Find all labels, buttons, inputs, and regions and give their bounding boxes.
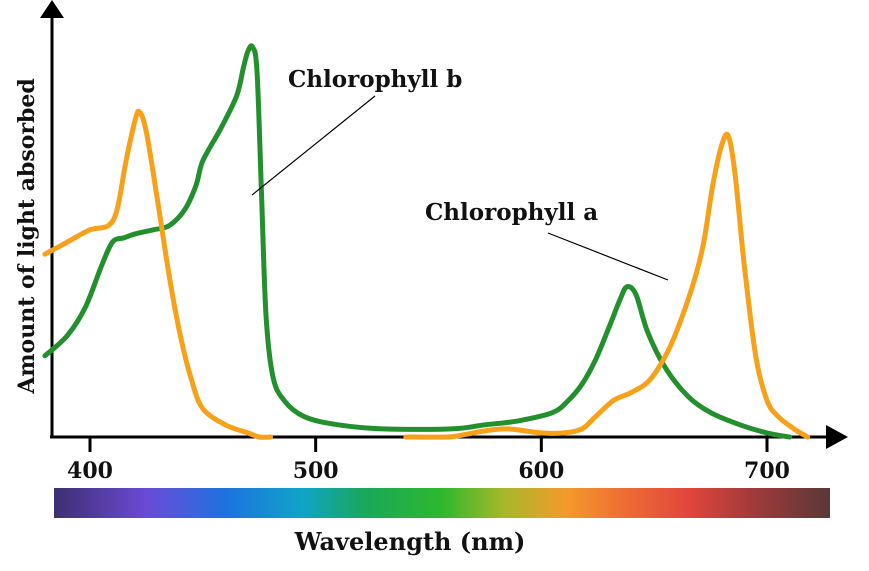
y-axis-arrow-icon xyxy=(40,0,64,18)
x-axis-label: Wavelength (nm) xyxy=(294,527,526,556)
chlorophyll-b-leader-line xyxy=(251,95,376,196)
chlorophyll-b-label: Chlorophyll b xyxy=(288,66,462,93)
x-tick-labels: 400 500 600 700 xyxy=(67,458,790,484)
x-tick-label-700: 700 xyxy=(744,458,790,484)
x-tick-label-400: 400 xyxy=(67,458,113,484)
chlorophyll-a-label: Chlorophyll a xyxy=(425,199,598,226)
series-line-chlorophyll-a-seg1 xyxy=(403,131,811,440)
y-axis-label: Amount of light absorbed xyxy=(14,78,40,395)
visible-spectrum-bar xyxy=(54,488,830,518)
x-ticks xyxy=(88,437,769,452)
x-tick-label-500: 500 xyxy=(293,458,339,484)
x-axis-arrow-icon xyxy=(826,425,848,449)
series-line-chlorophyll-a-seg0 xyxy=(42,108,273,440)
chlorophyll-a-leader-line xyxy=(547,232,669,281)
series-line-chlorophyll-b xyxy=(42,43,793,440)
series-group xyxy=(42,43,811,440)
x-tick-label-600: 600 xyxy=(518,458,564,484)
